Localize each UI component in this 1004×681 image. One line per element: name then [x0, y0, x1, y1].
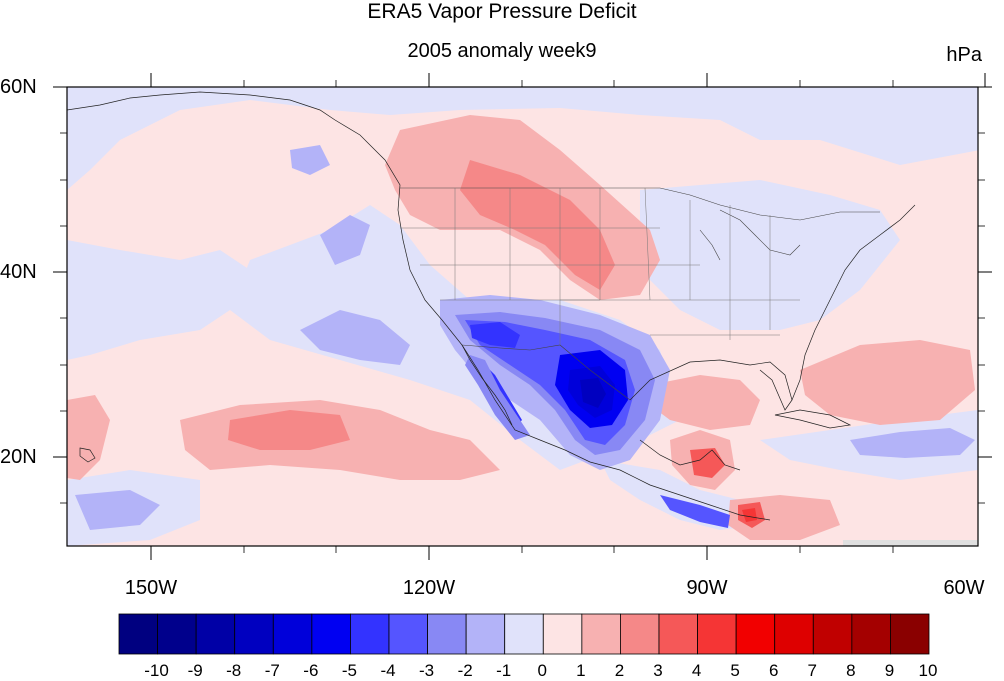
coastlines [67, 91, 916, 521]
neg2-caribbean [850, 428, 975, 458]
great-lakes [699, 209, 801, 261]
colorbar-label: 1 [576, 661, 586, 680]
west-coast [334, 119, 771, 521]
map-frame [66, 86, 979, 547]
neg5-arizona [470, 322, 520, 348]
colorbar-label: 7 [807, 661, 818, 680]
colorbar-swatch [735, 613, 776, 655]
minor-ticks [60, 80, 985, 553]
colorbar-label: -6 [303, 661, 319, 680]
east-coast [791, 204, 916, 401]
colorbar-swatch [581, 613, 621, 655]
hawaii [79, 447, 96, 463]
colorbar-swatch [774, 613, 814, 655]
colorbar-swatch [658, 613, 698, 655]
colorbar-swatch [620, 613, 660, 655]
colorbar-swatch [311, 613, 351, 655]
state-lines [400, 187, 800, 345]
colorbar-label: 6 [768, 661, 779, 680]
colorbar-swatch [697, 613, 737, 655]
colorbar-label: -7 [264, 661, 280, 680]
pos3-yucatan [690, 448, 725, 478]
colorbar-label: -9 [187, 661, 203, 680]
colorbar-swatch [234, 613, 274, 655]
neg2-offshore [320, 215, 370, 265]
colorbar-swatch [157, 613, 197, 655]
yucatan-coast [639, 439, 741, 471]
neg1-west-pacific [67, 240, 250, 360]
neg2-central-pacific [300, 310, 410, 365]
colorbar-label: -8 [226, 661, 242, 680]
neg1-north-pacific [67, 87, 978, 190]
lon-label-120w: 120W [402, 577, 456, 599]
neg2-south-pacific [75, 490, 160, 530]
colorbar-label: 10 [918, 661, 938, 680]
colorbar [118, 613, 930, 655]
colorbar-label: 3 [653, 661, 663, 680]
colorbar-swatch [465, 613, 506, 655]
colorbar-swatch [427, 613, 467, 655]
pos1-gulf [650, 375, 760, 430]
colorbar-swatch [851, 613, 891, 655]
colorbar-label: -2 [457, 661, 473, 680]
units-label: hPa [946, 44, 982, 66]
lon-label-90w: 90W [686, 577, 728, 599]
colorbar-label: 5 [730, 661, 740, 680]
colorbar-swatch [388, 613, 428, 655]
cuba [774, 409, 852, 429]
colorbar-swatch [195, 613, 236, 655]
pos1-hawaii [67, 395, 110, 480]
pos2-northern-plains [460, 160, 615, 290]
lon-label-60w: 60W [943, 577, 985, 599]
anomaly-field [67, 87, 978, 546]
colorbar-swatch [504, 613, 544, 655]
map-subtitle: 2005 anomaly week9 [407, 40, 597, 62]
colorbar-label: 2 [614, 661, 625, 680]
colorbar-label: 8 [846, 661, 856, 680]
colorbar-label: -10 [144, 661, 169, 680]
colorbar-label: -1 [496, 661, 512, 680]
neg-central-america [660, 495, 730, 528]
colorbar-swatch [350, 613, 390, 655]
colorbar-label: -5 [341, 661, 357, 680]
pos5-central-america [742, 508, 757, 522]
lat-label-60n: 60N [0, 76, 37, 98]
neg8-texas [580, 378, 606, 408]
colorbar-swatch [542, 613, 583, 655]
colorbar-swatch [812, 613, 853, 655]
colorbar-label: 9 [884, 661, 895, 680]
colorbar-swatch [890, 613, 930, 655]
pos1-atlantic [800, 340, 975, 425]
colorbar-label: 4 [691, 661, 702, 680]
colorbar-label: -3 [419, 661, 435, 680]
lat-label-20n: 20N [0, 446, 37, 468]
us-canada-border [400, 187, 880, 221]
pos2-central-pacific [228, 410, 350, 450]
colorbar-label: 0 [537, 661, 548, 680]
lat-label-40n: 40N [0, 261, 37, 283]
neg1-central-america [600, 460, 770, 530]
neg2-gulf-alaska [290, 145, 330, 175]
colorbar-label: -4 [380, 661, 396, 680]
gulf-coast [629, 359, 793, 411]
tick-marks [53, 73, 992, 560]
map-title: ERA5 Vapor Pressure Deficit [367, 0, 637, 23]
colorbar-swatch [272, 613, 313, 655]
colorbar-swatch [118, 613, 158, 655]
lon-label-150w: 150W [124, 577, 178, 599]
baja [461, 344, 513, 426]
alaska-coast [67, 91, 336, 121]
missing-data-patch [843, 540, 978, 546]
